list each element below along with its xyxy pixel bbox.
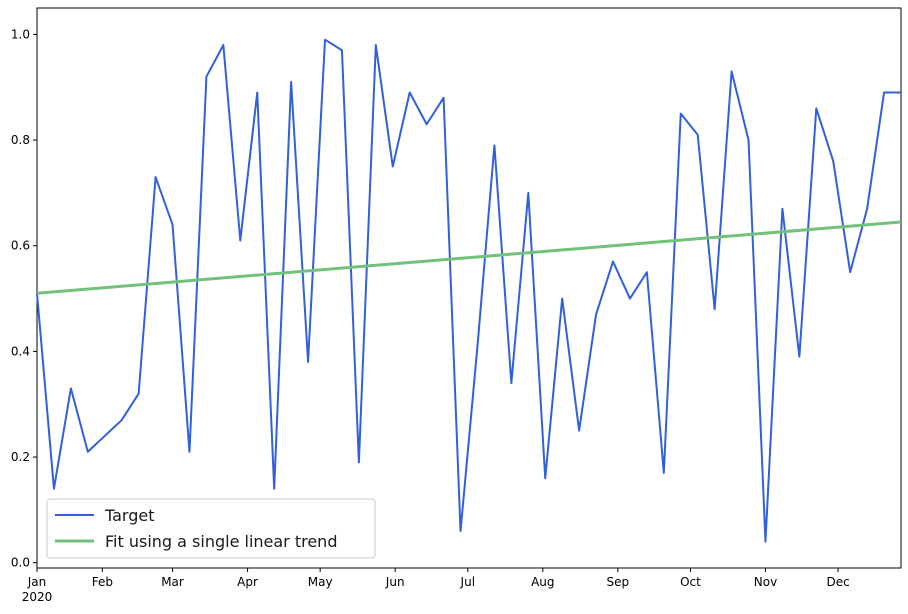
legend-label-fit: Fit using a single linear trend: [105, 532, 337, 551]
x-tick-label: May: [308, 575, 333, 589]
x-tick-label: Jul: [460, 575, 475, 589]
x-tick-label: Sep: [607, 575, 630, 589]
x-tick-label: Oct: [680, 575, 701, 589]
series-lines: [36, 38, 902, 543]
y-axis: 0.0 0.2 0.4 0.6 0.8 1.0: [11, 27, 37, 570]
legend-label-target: Target: [104, 506, 155, 525]
x-tick-label: Aug: [531, 575, 554, 589]
y-tick-label: 0.2: [11, 450, 30, 464]
y-tick-label: 0.4: [11, 344, 30, 358]
x-tick-label: Dec: [826, 575, 849, 589]
plot-frame: [36, 7, 902, 569]
x-tick-label: Jun: [385, 575, 405, 589]
legend: Target Fit using a single linear trend: [46, 498, 376, 559]
x-tick-label: Mar: [161, 575, 184, 589]
legend-box: [46, 498, 376, 559]
y-tick-label: 0.8: [11, 133, 30, 147]
x-tick-label: Feb: [92, 575, 113, 589]
y-tick-label: 1.0: [11, 27, 30, 41]
x-tick-label: Nov: [754, 575, 777, 589]
series-line-target: [36, 38, 901, 543]
x-tick-label: Jan: [27, 575, 47, 589]
series-line-fit: [36, 220, 902, 295]
y-tick-label: 0.6: [11, 239, 30, 253]
y-tick-label: 0.0: [11, 556, 30, 570]
x-tick-label: Apr: [237, 575, 258, 589]
x-tick-year-label: 2020: [22, 590, 53, 604]
